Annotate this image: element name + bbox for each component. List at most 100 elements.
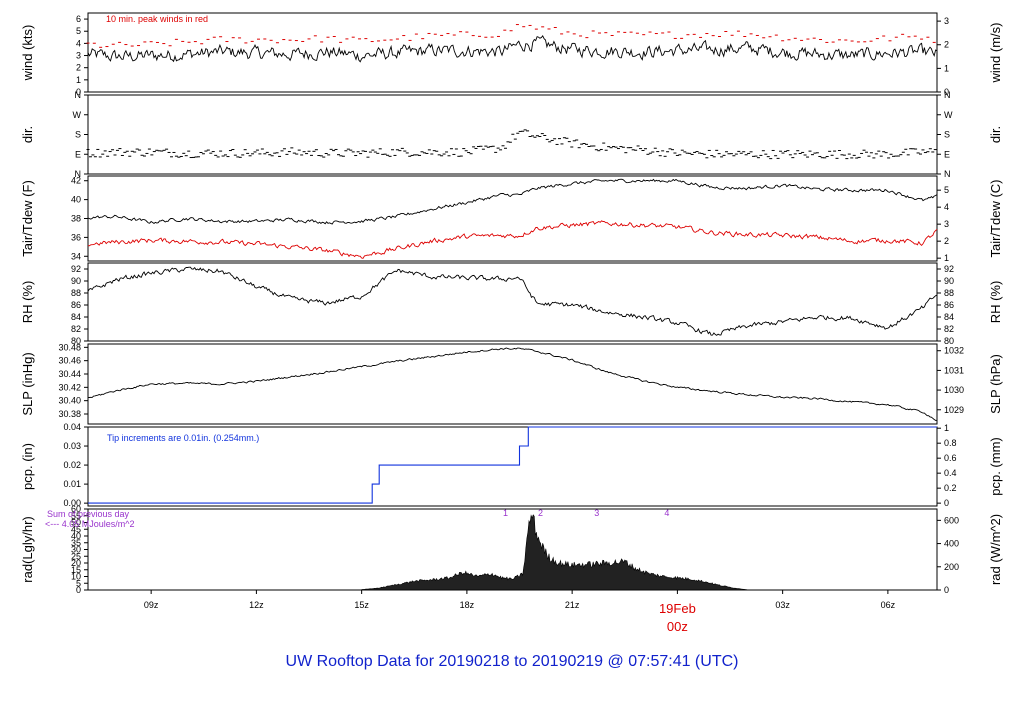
y-tick-label-right: 86 (944, 300, 954, 310)
y-tick-label: 0.00 (63, 498, 81, 508)
panel-frame (87, 262, 938, 342)
y-tick-label-right: 1031 (944, 365, 964, 375)
y-tick-label-right: 2 (944, 40, 949, 50)
y-tick-label-right: 1030 (944, 385, 964, 395)
panel-wind: 0 1 2 3 4 5 6 0 1 2 3 wind (kts) wind (m/s) 10 min. p… (20, 12, 1003, 97)
y-tick-label-right: N (944, 90, 951, 100)
y-tick-label: N (75, 90, 82, 100)
panel-annotation: 10 min. peak winds in red (106, 14, 208, 24)
y-tick-label-right: 0.6 (944, 453, 957, 463)
series-pcp (88, 426, 937, 504)
y-tick-label: N (75, 169, 82, 179)
series-rh (87, 266, 938, 336)
y-axis-title: pcp. (in) (20, 443, 35, 490)
y-tick-label-right: 0 (944, 585, 949, 595)
y-tick-label: 82 (71, 324, 81, 334)
y-tick-label: 5 (76, 578, 81, 588)
y-tick-label-right: 1 (944, 63, 949, 73)
day-marker-time: 00z (667, 619, 688, 634)
series-slp (87, 347, 938, 421)
y-tick-label-right: 0.8 (944, 438, 957, 448)
y-axis-title-right: SLP (hPa) (988, 354, 1003, 414)
y-tick-label-right: 0.4 (944, 468, 957, 478)
y-tick-label: 84 (71, 312, 81, 322)
y-axis-title-right: Tair/Tdew (C) (988, 179, 1003, 257)
y-tick-label-right: 200 (944, 562, 959, 572)
y-tick-label: 30.48 (58, 342, 81, 352)
series-tdew (87, 220, 938, 259)
y-tick-label: 30.46 (58, 356, 81, 366)
y-tick-label: 42 (71, 176, 81, 186)
y-axis-title: RH (%) (20, 281, 35, 324)
series-tair (87, 178, 938, 225)
y-tick-label: 0.03 (63, 441, 81, 451)
y-tick-label-right: 0 (944, 87, 949, 97)
rad-marker: 1 (503, 508, 508, 518)
y-tick-label-right: 2 (944, 236, 949, 246)
y-tick-label-right: 92 (944, 264, 954, 274)
y-tick-label: 0 (76, 87, 81, 97)
x-tick-label: 18z (460, 600, 475, 610)
y-axis-title: Tair/Tdew (F) (20, 180, 35, 257)
y-tick-label-right: E (944, 149, 950, 159)
rad-marker: 3 (594, 508, 599, 518)
y-tick-label: 60 (71, 504, 81, 514)
rad-marker: 2 (538, 508, 543, 518)
y-tick-label: 3 (76, 51, 81, 61)
y-tick-label-right: 84 (944, 312, 954, 322)
y-tick-label-right: N (944, 169, 951, 179)
y-axis-title-right: pcp. (mm) (988, 437, 1003, 496)
x-tick-label: 12z (249, 600, 264, 610)
y-tick-label: 88 (71, 288, 81, 298)
day-marker-date: 19Feb (659, 601, 696, 616)
y-tick-label-right: 88 (944, 288, 954, 298)
y-tick-label: 30 (71, 545, 81, 555)
y-tick-label: 30.40 (58, 396, 81, 406)
panel-precipitation: 0.00 0.01 0.02 0.03 0.04 0 0.2 0.4 0.6 0.8 1 pcp. (… (20, 422, 1003, 508)
y-tick-label: 45 (71, 524, 81, 534)
y-tick-label: 38 (71, 214, 81, 224)
y-tick-label: 90 (71, 276, 81, 286)
y-tick-label-right: 1 (944, 253, 949, 263)
y-axis-title: rad(Lgly/hr) (20, 516, 35, 582)
y-tick-label-right: 4 (944, 202, 949, 212)
y-tick-label: 0 (76, 585, 81, 595)
y-tick-label: 30.42 (58, 382, 81, 392)
y-tick-label: 0.01 (63, 479, 81, 489)
y-tick-label: 40 (71, 195, 81, 205)
y-tick-label-right: 80 (944, 336, 954, 346)
x-tick-label: 03z (775, 600, 790, 610)
y-tick-label-right: W (944, 110, 953, 120)
y-tick-label-right: 90 (944, 276, 954, 286)
y-tick-label: 55 (71, 511, 81, 521)
rad-sum-note: <--- 4.05 MJoules/m^2 (45, 519, 135, 529)
rad-marker: 4 (664, 508, 669, 518)
y-tick-label: 30.44 (58, 369, 81, 379)
panel-frame (87, 426, 938, 507)
panel-annotation: Tip increments are 0.01in. (0.254mm.) (107, 433, 259, 443)
y-tick-label: 92 (71, 264, 81, 274)
y-tick-label-right: 3 (944, 219, 949, 229)
x-tick-label: 21z (565, 600, 580, 610)
y-tick-label: 4 (76, 38, 81, 48)
y-tick-label: 6 (76, 14, 81, 24)
y-axis-title: dir. (20, 126, 35, 143)
y-axis-title-right: wind (m/s) (988, 23, 1003, 84)
panel-frame (87, 175, 938, 262)
y-tick-label-right: 1032 (944, 346, 964, 356)
y-tick-label-right: 82 (944, 324, 954, 334)
y-axis-title-right: RH (%) (988, 281, 1003, 324)
page-title: UW Rooftop Data for 20190218 to 20190219… (286, 653, 739, 670)
y-tick-label: 36 (71, 232, 81, 242)
y-tick-label-right: 1029 (944, 405, 964, 415)
series-wind (87, 34, 938, 63)
panel-frame (87, 508, 938, 591)
y-axis-title-right: dir. (988, 126, 1003, 143)
y-tick-label: 15 (71, 565, 81, 575)
y-axis-title: wind (kts) (20, 25, 35, 82)
panel-humidity: 80 82 84 86 88 90 92 80 82 84 86 88 90 92 RH (%) RH (%) (20, 262, 1003, 346)
x-tick-label: 15z (354, 600, 369, 610)
